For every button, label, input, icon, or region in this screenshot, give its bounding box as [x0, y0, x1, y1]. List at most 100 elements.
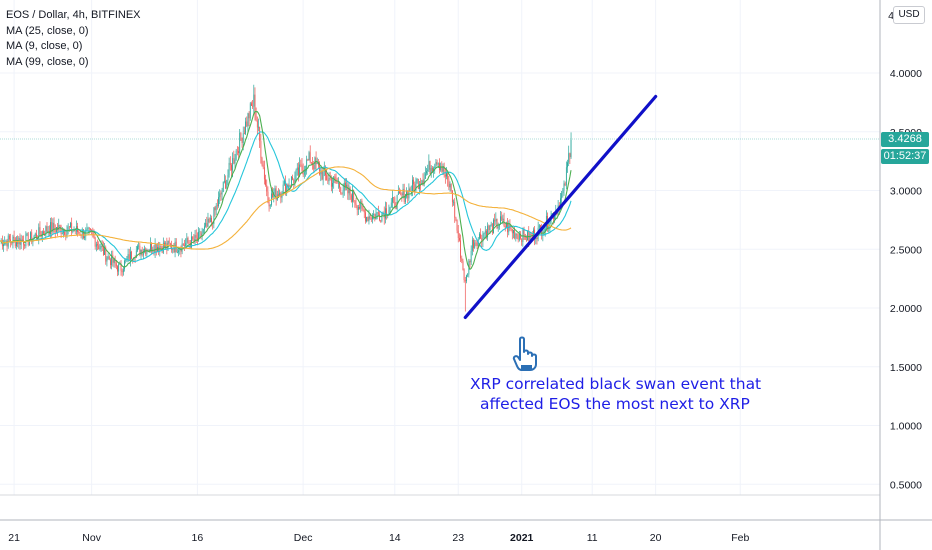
legend-ma-25[interactable]: MA (25, close, 0) [6, 24, 89, 37]
candle-body [269, 204, 271, 207]
candle-body [347, 184, 349, 194]
candle-body [489, 225, 491, 231]
candle-body [186, 237, 188, 244]
candle-body [55, 227, 57, 233]
legend-ma-9[interactable]: MA (9, close, 0) [6, 40, 83, 52]
candle-body [34, 233, 36, 236]
candle-body [319, 165, 321, 175]
candle-body [282, 184, 284, 196]
candle-body [293, 179, 295, 183]
candle-body [288, 185, 290, 188]
candle-body [130, 251, 131, 261]
candle-body [145, 248, 147, 255]
candle-body [162, 242, 164, 253]
candle-body [518, 234, 520, 240]
candle-body [64, 229, 66, 235]
candle-body [39, 227, 41, 235]
candle-body [397, 191, 399, 196]
candle-body [461, 258, 463, 262]
candle-body [263, 167, 265, 180]
candle-body [329, 178, 331, 179]
candle-body [201, 233, 203, 237]
currency-selector[interactable]: USD [893, 6, 925, 24]
candle-body [345, 182, 346, 187]
x-tick-label: 11 [587, 532, 598, 544]
candle-body [459, 238, 460, 241]
candle-body [267, 191, 269, 203]
x-tick-label: 16 [192, 532, 204, 544]
candle-body [12, 236, 14, 244]
candle-body [61, 232, 63, 234]
trendline[interactable] [463, 94, 658, 319]
candle-body [74, 230, 76, 232]
candle-body [368, 216, 370, 222]
candle-body [200, 231, 202, 237]
candle-body [511, 228, 513, 234]
candle-body [306, 159, 308, 171]
candle-body [43, 231, 44, 234]
candle-body [402, 188, 404, 196]
candle-body [227, 174, 229, 180]
candle-body [249, 103, 251, 119]
candle-body [444, 174, 446, 177]
candle-body [114, 258, 116, 264]
candle-body [243, 133, 245, 134]
candle-body [401, 193, 403, 196]
candle-body [214, 207, 216, 211]
candle-body [340, 187, 342, 194]
candle-body [515, 233, 517, 239]
y-tick-label: 1.0000 [890, 421, 922, 433]
candle-body [296, 167, 298, 171]
candle-body [447, 173, 449, 180]
candle-body [95, 244, 97, 247]
candle-body [191, 236, 192, 248]
candle-body [316, 162, 318, 165]
candle-body [25, 233, 27, 247]
candle-body [541, 227, 543, 236]
candle-body [525, 239, 527, 241]
candle-body [427, 169, 429, 172]
candle-body [127, 254, 129, 259]
candle-body [177, 252, 178, 253]
candle-body [443, 166, 445, 175]
candle-body [320, 170, 322, 175]
candle-body [508, 224, 510, 233]
candle-body [120, 264, 122, 271]
candle-body [117, 266, 118, 272]
candle-body [431, 167, 433, 172]
symbol-title[interactable]: EOS / Dollar, 4h, BITFINEX [6, 9, 141, 21]
candle-body [169, 243, 171, 245]
candle-body [360, 200, 362, 209]
candle-body [24, 244, 26, 247]
x-tick-label: 21 [8, 532, 20, 544]
candle-body [367, 216, 369, 222]
candlestick-series [0, 84, 572, 312]
candle-body [426, 171, 427, 174]
candle-body [412, 179, 413, 192]
candle-body [434, 166, 436, 169]
trendline-group[interactable] [463, 94, 658, 319]
candle-body [171, 244, 172, 250]
candle-body [233, 158, 235, 164]
candle-body [286, 184, 288, 194]
x-tick-label: 2021 [510, 532, 534, 544]
candle-body [504, 226, 506, 228]
candle-body [53, 222, 55, 229]
candle-body [430, 167, 432, 174]
legend-ma-99[interactable]: MA (99, close, 0) [6, 55, 89, 68]
candle-body [259, 126, 261, 142]
candle-body [453, 201, 454, 203]
candle-body [251, 103, 252, 106]
candle-body [124, 260, 125, 270]
candle-body [521, 238, 523, 243]
candle-body [118, 264, 120, 272]
candle-body [365, 212, 366, 222]
candle-body [386, 208, 387, 216]
candle-body [513, 230, 514, 234]
candle-body [216, 205, 218, 207]
candle-body [449, 183, 451, 188]
candle-body [528, 230, 530, 242]
candle-body [139, 245, 141, 255]
candle-body [83, 229, 84, 239]
